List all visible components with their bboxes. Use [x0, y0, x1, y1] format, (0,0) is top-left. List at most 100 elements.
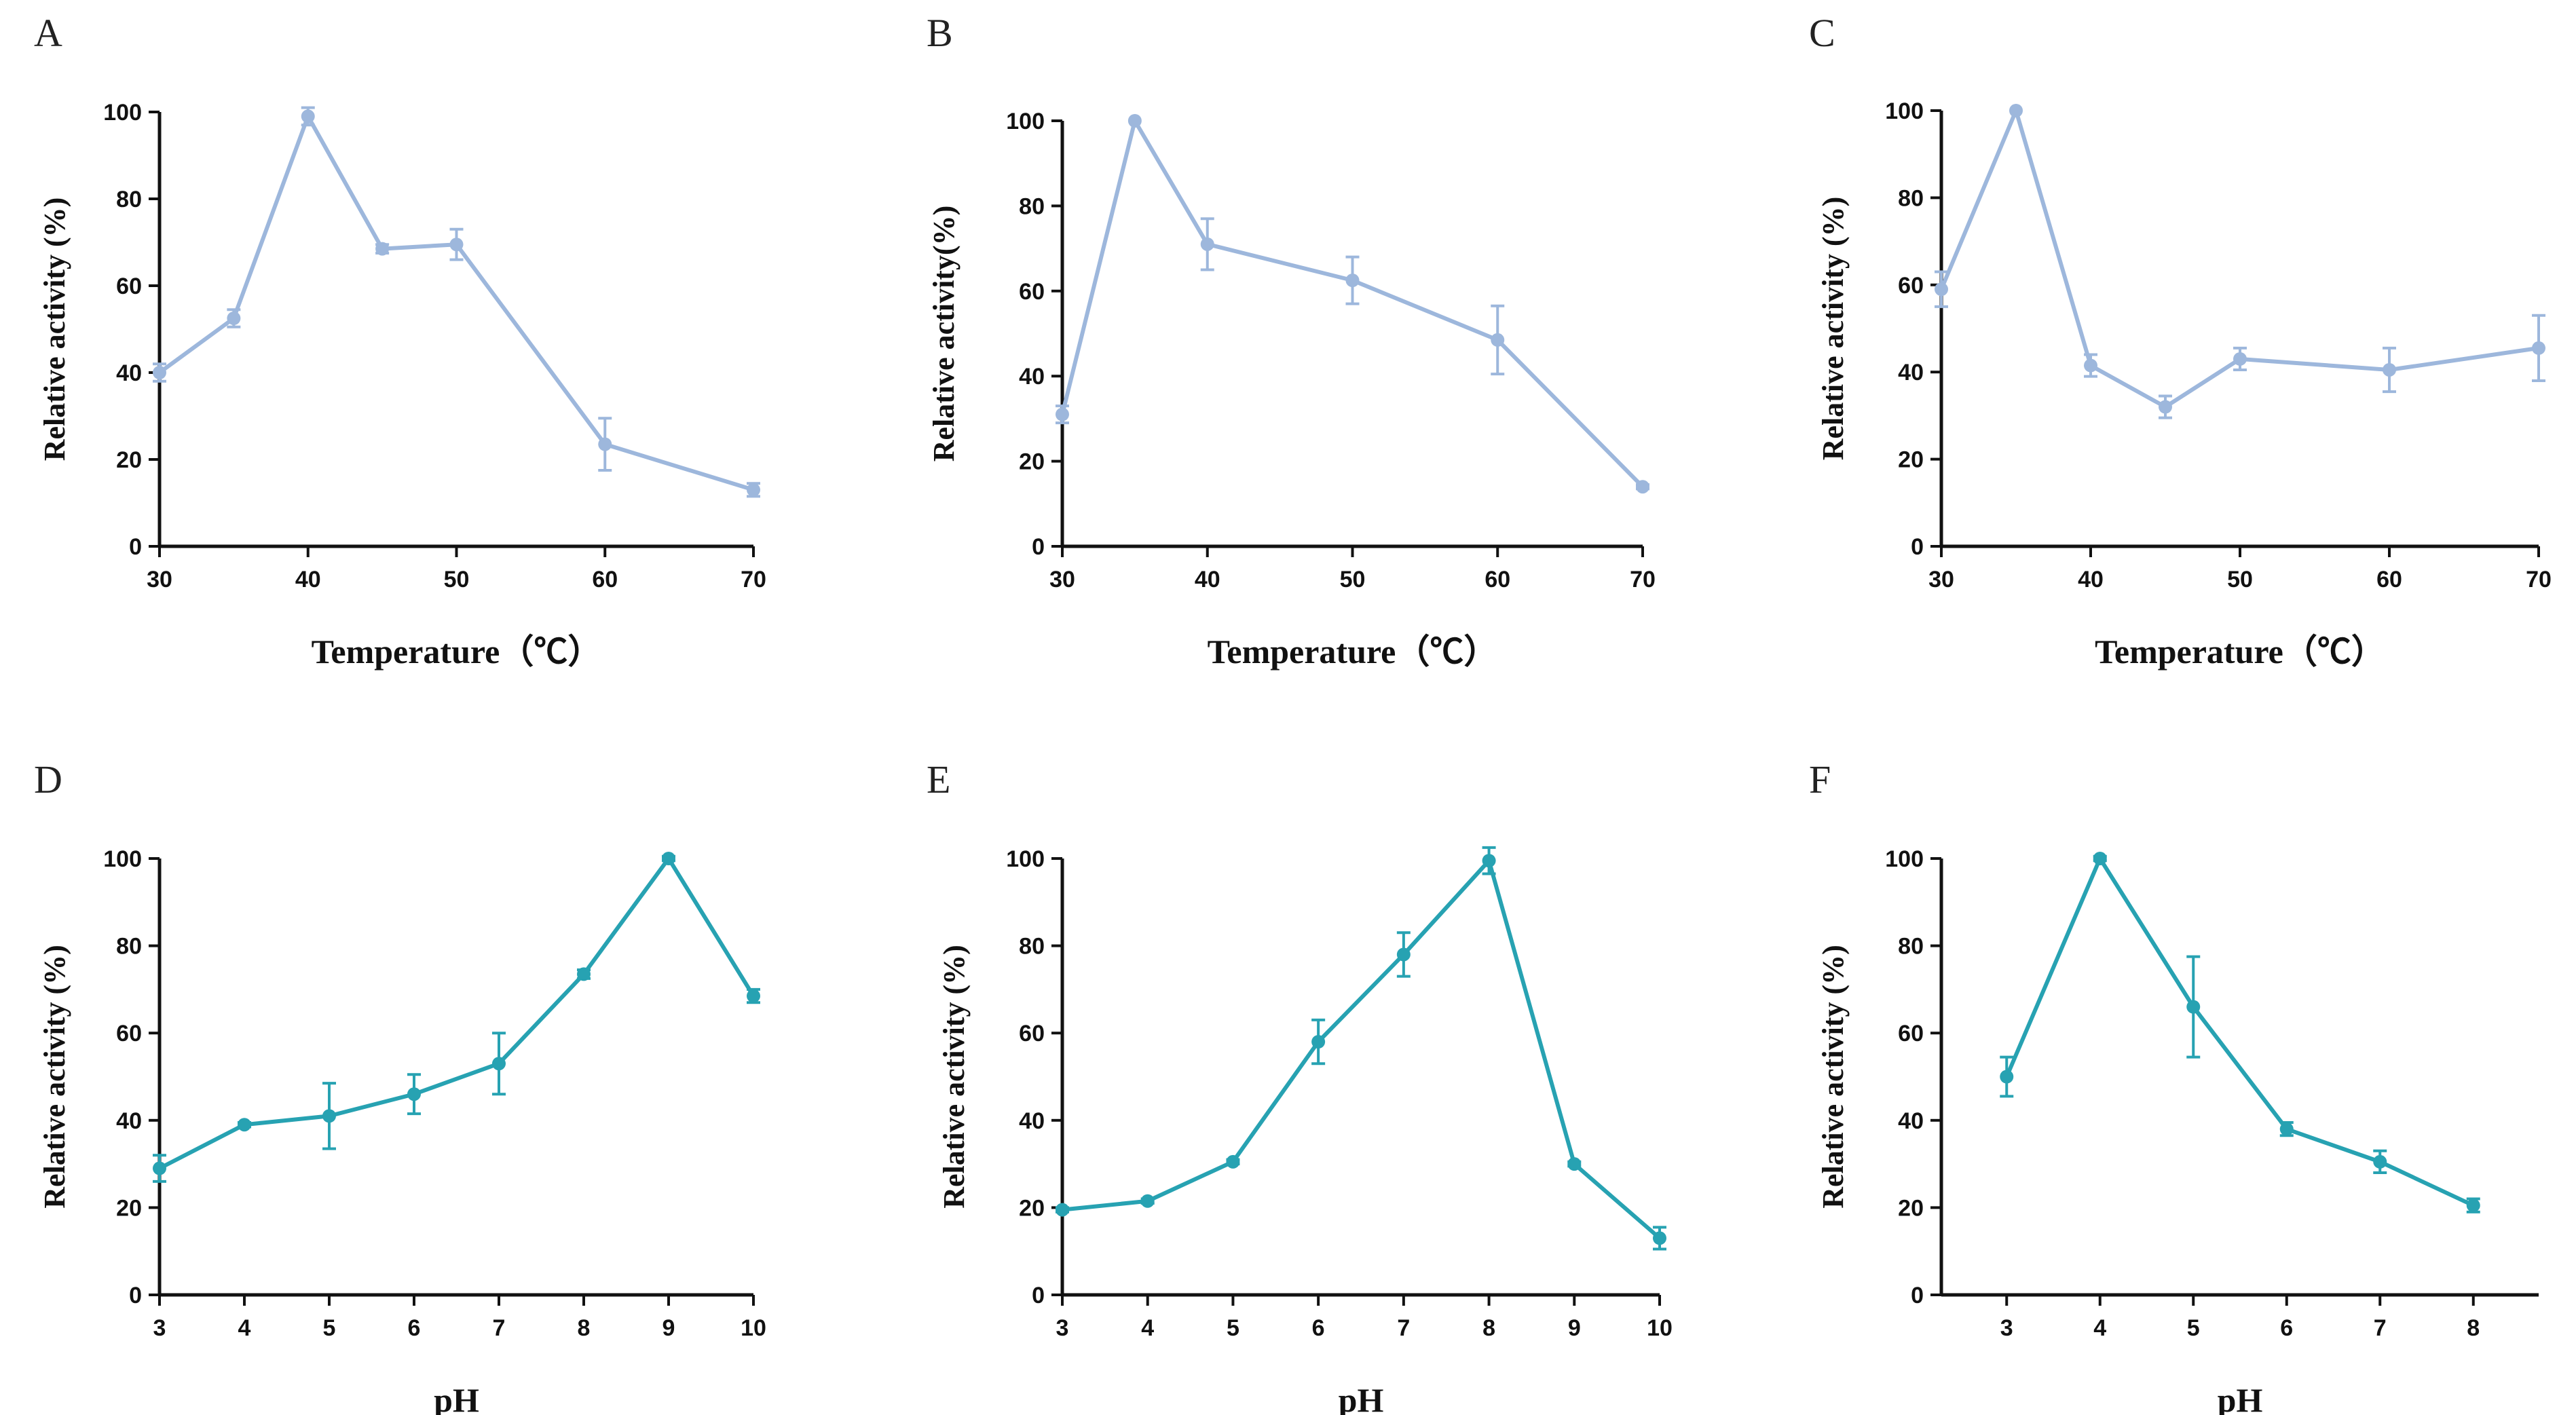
x-tick-label: 5 — [323, 1315, 336, 1341]
y-tick-label: 100 — [1885, 846, 1924, 872]
y-tick-label: 40 — [1019, 364, 1045, 390]
x-tick-label: 60 — [2376, 567, 2402, 592]
data-point — [577, 967, 591, 981]
y-tick-label: 100 — [1006, 846, 1045, 872]
data-point — [1396, 947, 1411, 962]
y-tick-label: 40 — [1898, 1108, 1924, 1134]
y-tick-label: 0 — [129, 534, 142, 560]
x-tick-label: 8 — [1482, 1315, 1495, 1341]
x-tick-label: 40 — [295, 567, 321, 592]
x-tick-label: 6 — [1312, 1315, 1325, 1341]
data-point — [449, 238, 464, 252]
data-point — [492, 1057, 506, 1071]
y-tick-label: 0 — [1032, 534, 1045, 560]
data-point — [2159, 400, 2172, 414]
y-tick-label: 100 — [1006, 109, 1045, 134]
x-axis-title: pH — [1339, 1381, 1384, 1415]
data-point — [1491, 333, 1505, 347]
y-tick-label: 20 — [116, 447, 142, 473]
x-tick-label: 10 — [1647, 1315, 1673, 1341]
series-line — [1062, 859, 1661, 1240]
x-tick-label: 6 — [2280, 1315, 2293, 1341]
data-point — [2532, 341, 2545, 355]
data-point — [1140, 1194, 1155, 1208]
y-tick-label: 60 — [1019, 1021, 1045, 1046]
panel-c: C 0 20 40 60 80 100 30 40 50 60 70 Temperature（℃） Rel… — [1809, 11, 2552, 671]
x-tick-label: 30 — [1928, 567, 1954, 592]
y-tick-label: 20 — [1019, 1195, 1045, 1221]
y-tick-label: 0 — [1911, 1283, 1924, 1308]
y-tick-label: 40 — [1019, 1108, 1045, 1134]
x-tick-label: 5 — [2187, 1315, 2200, 1341]
data-point — [1127, 114, 1142, 128]
data-point — [1482, 854, 1496, 868]
panel-letter: F — [1809, 757, 1831, 801]
x-axis-title: Temperature（℃） — [1208, 633, 1498, 671]
panel-f: F 0 20 40 60 80 100 3 4 5 6 7 8 pH Relative activity (… — [1809, 757, 2539, 1415]
data-point — [153, 1161, 166, 1175]
y-tick-label: 20 — [1019, 449, 1045, 475]
data-point — [2466, 1199, 2480, 1213]
data-point — [747, 483, 760, 497]
y-tick-label: 100 — [1885, 98, 1924, 124]
data-point — [2279, 1122, 2294, 1136]
data-point — [1653, 1231, 1666, 1245]
x-tick-label: 3 — [1056, 1315, 1069, 1341]
y-axis-title: Relative activity (%) — [1816, 197, 1850, 461]
x-axis-title: pH — [434, 1381, 479, 1415]
y-tick-label: 100 — [103, 846, 142, 872]
y-tick-label: 40 — [116, 1108, 142, 1134]
y-tick-label: 40 — [116, 360, 142, 386]
y-tick-label: 80 — [1019, 193, 1045, 219]
y-tick-label: 80 — [116, 934, 142, 960]
x-tick-label: 5 — [1227, 1315, 1239, 1341]
y-axis-title: Relative activity (%) — [38, 945, 71, 1209]
panel-e: E 0 20 40 60 80 100 3 4 5 6 7 8 9 10 pH Relative activit… — [927, 757, 1673, 1415]
x-tick-label: 30 — [147, 567, 172, 592]
data-point — [2084, 358, 2097, 373]
y-tick-label: 60 — [1898, 1021, 1924, 1046]
data-point — [1226, 1154, 1240, 1169]
data-point — [153, 366, 166, 379]
x-tick-label: 7 — [1397, 1315, 1410, 1341]
x-tick-label: 4 — [238, 1315, 251, 1341]
y-tick-label: 20 — [1898, 447, 1924, 473]
x-tick-label: 40 — [1195, 567, 1220, 592]
x-tick-label: 4 — [1141, 1315, 1154, 1341]
x-axis-title: Temperature（℃） — [2095, 633, 2385, 671]
x-tick-label: 7 — [493, 1315, 506, 1341]
panel-letter: D — [34, 757, 62, 801]
y-tick-label: 0 — [1911, 534, 1924, 560]
series-line — [2004, 856, 2475, 1207]
x-tick-label: 70 — [2526, 567, 2552, 592]
data-point — [2009, 104, 2023, 117]
data-point — [2383, 362, 2396, 377]
data-point — [1056, 407, 1069, 421]
data-point — [1311, 1035, 1326, 1049]
y-axis-title: Relative activity (%) — [38, 197, 71, 461]
y-tick-label: 60 — [1019, 279, 1045, 305]
panel-letter: C — [1809, 11, 1835, 55]
x-tick-label: 10 — [741, 1315, 766, 1341]
data-point — [322, 1109, 336, 1123]
x-tick-label: 6 — [408, 1315, 421, 1341]
x-tick-label: 9 — [662, 1315, 675, 1341]
x-tick-label: 40 — [2078, 567, 2104, 592]
y-tick-label: 20 — [116, 1195, 142, 1221]
panel-letter: E — [927, 757, 950, 801]
y-axis-title: Relative activity(%) — [927, 206, 960, 462]
y-tick-label: 80 — [1898, 185, 1924, 211]
panel-letter: B — [927, 11, 953, 55]
y-tick-label: 80 — [1898, 934, 1924, 960]
y-axis-title: Relative activity (%) — [1816, 945, 1850, 1209]
y-tick-label: 20 — [1898, 1195, 1924, 1221]
data-point — [2186, 1000, 2201, 1014]
x-tick-label: 7 — [2374, 1315, 2387, 1341]
data-point — [2093, 852, 2107, 865]
y-tick-label: 60 — [1898, 273, 1924, 299]
y-tick-label: 40 — [1898, 360, 1924, 385]
x-tick-label: 4 — [2093, 1315, 2106, 1341]
data-point — [1200, 237, 1214, 251]
data-point — [662, 852, 675, 865]
